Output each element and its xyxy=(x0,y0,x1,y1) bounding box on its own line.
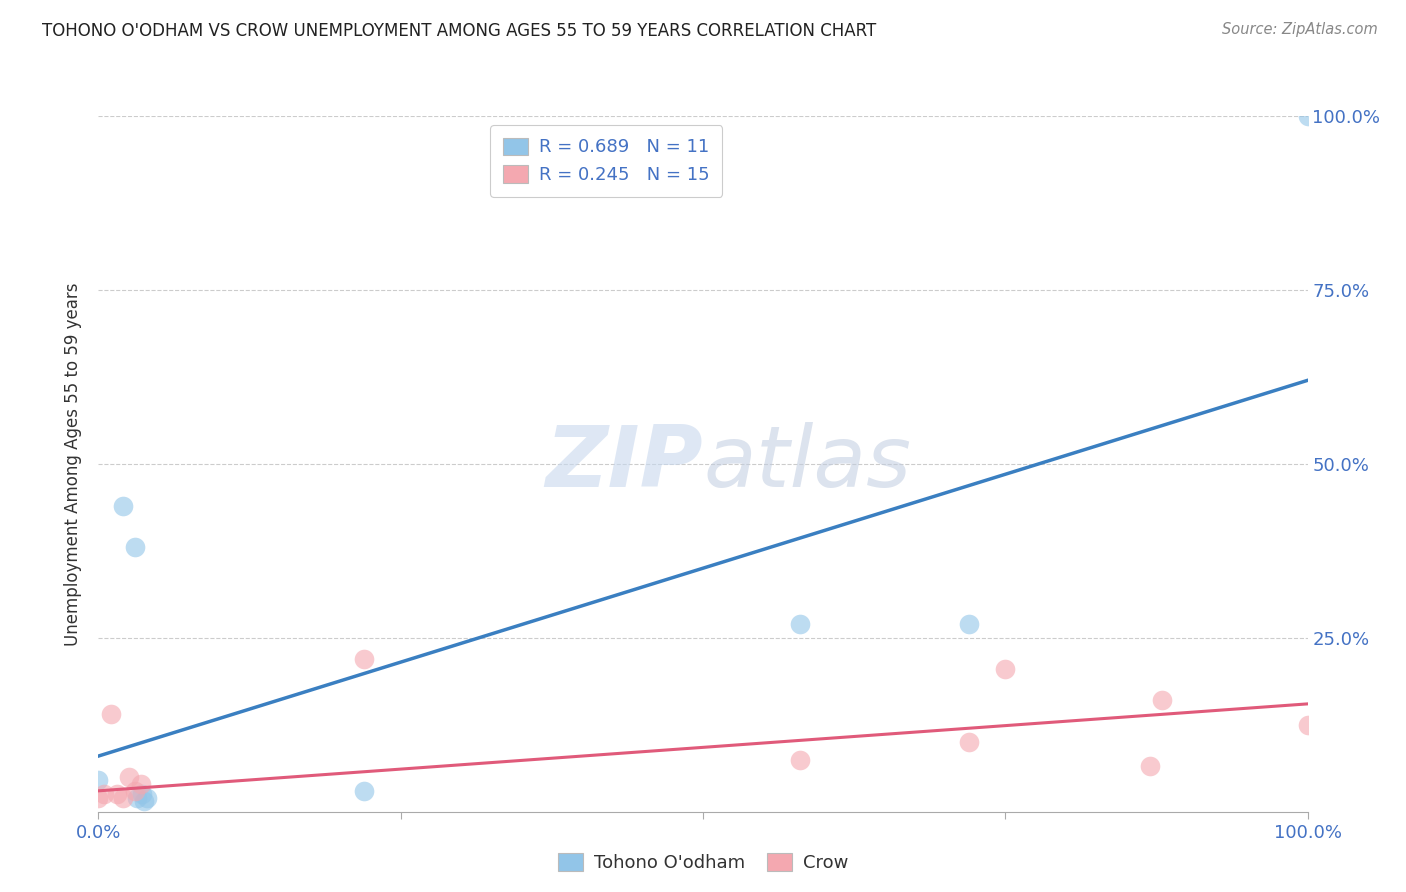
Point xyxy=(134,794,156,808)
Point xyxy=(129,777,152,791)
Text: Source: ZipAtlas.com: Source: ZipAtlas.com xyxy=(1222,22,1378,37)
Text: ZIP: ZIP xyxy=(546,422,703,506)
Point xyxy=(87,773,110,788)
Point xyxy=(957,735,980,749)
Point xyxy=(1139,759,1161,773)
Legend: Tohono O'odham, Crow: Tohono O'odham, Crow xyxy=(551,846,855,880)
Point xyxy=(105,788,128,801)
Point xyxy=(353,784,375,798)
Point xyxy=(111,790,134,805)
Point xyxy=(353,651,375,665)
Point xyxy=(118,770,141,784)
Point xyxy=(1296,109,1319,123)
Point xyxy=(111,499,134,513)
Point xyxy=(100,707,122,722)
Point xyxy=(87,790,110,805)
Text: TOHONO O'ODHAM VS CROW UNEMPLOYMENT AMONG AGES 55 TO 59 YEARS CORRELATION CHART: TOHONO O'ODHAM VS CROW UNEMPLOYMENT AMON… xyxy=(42,22,876,40)
Point xyxy=(1152,693,1174,707)
Point xyxy=(127,790,149,805)
Text: atlas: atlas xyxy=(703,422,911,506)
Point xyxy=(994,662,1017,676)
Point xyxy=(789,753,811,767)
Point xyxy=(135,790,157,805)
Y-axis label: Unemployment Among Ages 55 to 59 years: Unemployment Among Ages 55 to 59 years xyxy=(65,282,83,646)
Point xyxy=(124,541,146,555)
Point xyxy=(957,616,980,631)
Point xyxy=(93,788,115,801)
Point xyxy=(124,784,146,798)
Point xyxy=(131,788,153,801)
Point xyxy=(789,616,811,631)
Point xyxy=(1296,717,1319,731)
